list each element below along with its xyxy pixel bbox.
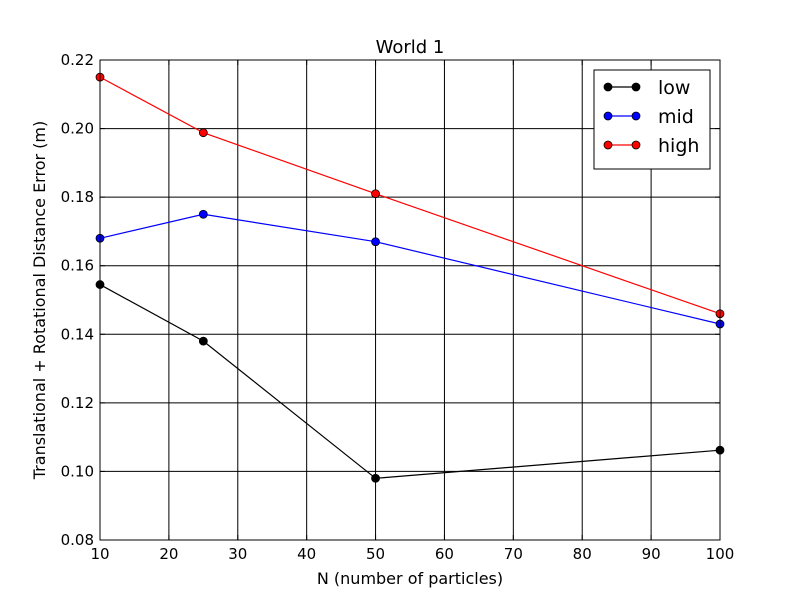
data-point-high bbox=[198, 128, 208, 138]
legend-marker-low bbox=[603, 82, 613, 92]
x-tick-label: 20 bbox=[159, 545, 178, 563]
tick-labels: 10 20 30 40 50 60 70 80 90 100 0.08 0.10 0.12 0.14 0.1… bbox=[61, 51, 735, 563]
legend-marker-mid bbox=[603, 111, 613, 121]
legend-label-high: high bbox=[658, 135, 699, 157]
x-tick-label: 100 bbox=[706, 545, 735, 563]
y-tick-label: 0.22 bbox=[61, 51, 94, 69]
x-tick-label: 50 bbox=[366, 545, 385, 563]
data-point-low bbox=[198, 336, 208, 346]
data-point-mid bbox=[371, 237, 380, 247]
y-tick-label: 0.18 bbox=[61, 188, 94, 206]
data-point-mid bbox=[198, 209, 208, 219]
legend-marker-mid bbox=[631, 111, 641, 121]
series-line-mid bbox=[99, 213, 721, 325]
y-tick-label: 0.10 bbox=[61, 462, 94, 480]
data-point-high bbox=[371, 189, 380, 199]
x-tick-label: 30 bbox=[228, 545, 247, 563]
series-lines bbox=[99, 76, 721, 479]
series-line-high bbox=[99, 76, 721, 315]
x-tick-label: 80 bbox=[573, 545, 592, 563]
series-line-low bbox=[99, 284, 721, 479]
legend-marker-low bbox=[631, 82, 641, 92]
x-tick-label: 90 bbox=[642, 545, 661, 563]
legend-marker-high bbox=[631, 140, 641, 150]
x-axis-label: N (number of particles) bbox=[317, 569, 503, 588]
chart-title: World 1 bbox=[376, 37, 445, 58]
y-axis-label: Translational + Rotational Distance Erro… bbox=[30, 121, 49, 480]
y-tick-label: 0.08 bbox=[61, 531, 94, 549]
x-tick-label: 70 bbox=[504, 545, 523, 563]
x-tick-label: 40 bbox=[297, 545, 316, 563]
axis-ticks bbox=[99, 59, 721, 541]
legend-label-low: low bbox=[658, 77, 690, 99]
x-tick-label: 10 bbox=[90, 545, 109, 563]
x-tick-label: 60 bbox=[435, 545, 454, 563]
legend-marker-high bbox=[603, 140, 613, 150]
y-tick-label: 0.12 bbox=[61, 394, 94, 412]
legend: low mid high bbox=[593, 69, 711, 170]
y-tick-label: 0.20 bbox=[61, 120, 94, 138]
y-tick-label: 0.14 bbox=[61, 325, 94, 343]
plot-area-frame bbox=[99, 59, 721, 541]
data-point-low bbox=[371, 473, 380, 483]
legend-label-mid: mid bbox=[658, 106, 694, 128]
y-tick-label: 0.16 bbox=[61, 257, 94, 275]
